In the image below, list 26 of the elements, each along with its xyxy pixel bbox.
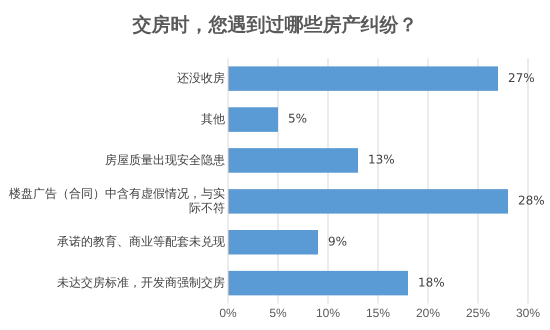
y-tick-label: 其他 [201, 112, 225, 126]
data-label: 28% [518, 193, 545, 208]
x-tick-label: 30% [516, 306, 540, 320]
x-tick-label: 20% [416, 306, 440, 320]
chart-title: 交房时，您遇到过哪些房产纠纷？ [132, 13, 418, 38]
x-tick-label: 10% [316, 306, 340, 320]
x-tick-label: 5% [269, 306, 287, 320]
bar [228, 107, 278, 132]
bar [228, 230, 318, 255]
y-tick-label: 承诺的教育、商业等配套未兑现 [57, 234, 225, 249]
y-tick-label: 未达交房标准，开发商强制交房 [57, 275, 225, 290]
bar [228, 66, 498, 91]
y-tick-label: 还没收房 [177, 70, 225, 85]
data-label: 13% [368, 152, 395, 167]
bar [228, 148, 358, 173]
bar [228, 189, 508, 214]
data-label: 27% [508, 70, 535, 85]
bar [228, 270, 408, 296]
x-tick-label: 0% [219, 306, 237, 320]
data-label: 9% [328, 234, 348, 248]
y-tick-label: 房屋质量出现安全隐患 [105, 152, 225, 167]
x-tick-label: 25% [466, 306, 490, 320]
data-label: 5% [288, 112, 308, 126]
x-tick-label: 15% [366, 306, 390, 320]
y-tick-label: 楼盘广告（合同）中含有虚假情况，与实际不符 [9, 186, 225, 215]
data-label: 18% [418, 275, 445, 290]
